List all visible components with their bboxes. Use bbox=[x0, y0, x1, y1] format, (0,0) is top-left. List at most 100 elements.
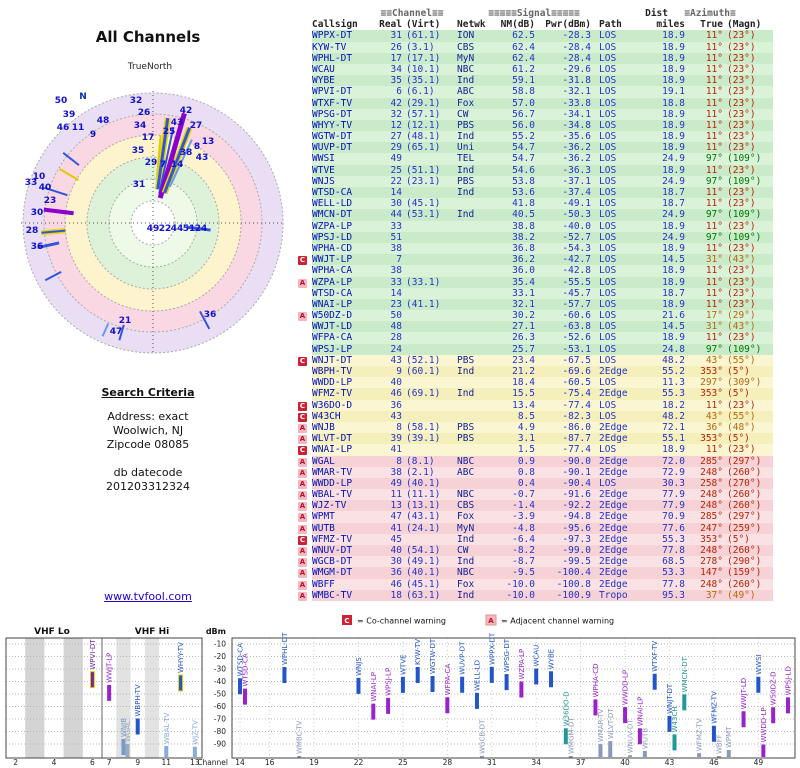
callsign-cell[interactable]: WMGM-DT bbox=[312, 567, 353, 579]
callsign-cell[interactable]: WLVT-DT bbox=[312, 433, 353, 445]
callsign-cell[interactable]: WPSG-DT bbox=[312, 108, 353, 120]
callsign-cell[interactable]: WNAI-LP bbox=[312, 444, 353, 456]
distance-cell: 18.9 bbox=[662, 164, 685, 176]
callsign-cell[interactable]: WMBC-TV bbox=[312, 589, 353, 601]
path-cell: LOS bbox=[599, 332, 617, 344]
warning-cell: A bbox=[296, 433, 312, 445]
callsign-cell[interactable]: WNJS bbox=[312, 175, 335, 187]
callsign-cell[interactable]: W43CH bbox=[312, 410, 341, 422]
table-row: WGTW-DT 27 (48.1) Ind 55.2 -35.6 LOS 18.9 11° (23… bbox=[296, 131, 773, 143]
callsign-cell[interactable]: WGTW-DT bbox=[312, 131, 353, 143]
spectrum-bar-label: W36DO-D bbox=[562, 691, 570, 726]
callsign-cell[interactable]: WTXF-TV bbox=[312, 97, 353, 109]
real-channel-cell: 14 bbox=[390, 187, 402, 198]
distance-cell: 18.9 bbox=[662, 276, 685, 288]
virtual-channel-cell bbox=[402, 321, 452, 332]
callsign-cell[interactable]: WGCB-DT bbox=[312, 556, 353, 568]
path-cell: LOS bbox=[599, 198, 617, 210]
virtual-channel-cell: (17.1) bbox=[406, 52, 441, 64]
callsign-cell[interactable]: WJZ-TV bbox=[312, 500, 347, 512]
spectrum-bar-label: WCAU bbox=[533, 645, 541, 667]
callsign-cell[interactable]: WWJT-LD bbox=[312, 321, 353, 333]
callsign-cell[interactable]: WNUV-DT bbox=[312, 545, 353, 556]
power-dbm-cell: -28.4 bbox=[562, 52, 591, 64]
spectrum-bar-label: WGCB-DT bbox=[478, 719, 486, 754]
network-cell: ABC bbox=[457, 466, 475, 478]
network-cell: Ind bbox=[457, 209, 475, 221]
callsign-cell[interactable]: WPHA-CD bbox=[312, 242, 353, 254]
virtual-channel-cell: (53.1) bbox=[406, 209, 441, 221]
spectrum-bar-label: WNAI-LP bbox=[636, 697, 644, 727]
virtual-channel-cell bbox=[402, 265, 452, 276]
callsign-cell[interactable]: WNAI-LP bbox=[312, 298, 353, 310]
network-cell bbox=[452, 232, 495, 243]
callsign-cell[interactable]: WZPA-LP bbox=[312, 220, 353, 232]
callsign-cell[interactable]: WFMZ-TV bbox=[312, 533, 353, 545]
callsign-cell[interactable]: WPHA-CA bbox=[312, 265, 353, 277]
callsign-cell[interactable]: WGAL bbox=[312, 455, 335, 467]
callsign-cell[interactable]: W36DO-D bbox=[312, 399, 353, 411]
path-cell: LOS bbox=[599, 41, 617, 53]
nm-db-cell: 54.7 bbox=[512, 142, 535, 154]
spectrum-bar-label: WZPA-LP bbox=[518, 649, 526, 680]
spectrum-bar bbox=[697, 753, 702, 757]
callsign-cell[interactable]: WNJB bbox=[312, 421, 335, 433]
spectrum-bar-label: W50DZ-D bbox=[770, 671, 778, 705]
power-dbm-cell: -32.1 bbox=[562, 86, 591, 98]
callsign-cell[interactable]: WWDD-LP bbox=[312, 477, 353, 489]
azimuth-magnetic-cell: (23°) bbox=[727, 444, 756, 456]
distance-cell: 55.3 bbox=[662, 533, 685, 545]
callsign-cell[interactable]: WPHL-DT bbox=[312, 52, 353, 64]
real-channel-cell: 50 bbox=[390, 310, 402, 322]
callsign-cell[interactable]: WFPA-CA bbox=[312, 332, 353, 344]
callsign-cell[interactable]: WWSI bbox=[312, 153, 335, 165]
callsign-cell[interactable]: WPVI-DT bbox=[312, 86, 353, 98]
channel-tick-label: 19 bbox=[309, 758, 319, 767]
callsign-cell[interactable]: WELL-LD bbox=[312, 198, 353, 210]
callsign-cell[interactable]: WUTB bbox=[312, 522, 335, 534]
warning-cell: C bbox=[296, 411, 312, 422]
virtual-channel-cell bbox=[402, 232, 452, 243]
callsign-cell[interactable]: WTVE bbox=[312, 164, 335, 176]
polar-channel-label: 23 bbox=[44, 196, 57, 206]
real-channel-cell: 13 bbox=[390, 500, 402, 512]
callsign-cell[interactable]: WTSD-CA bbox=[312, 287, 353, 299]
tvfool-link[interactable]: www.tvfool.com bbox=[104, 590, 192, 603]
callsign-cell[interactable]: WBAL-TV bbox=[312, 489, 353, 501]
callsign-cell[interactable]: WWDD-LP bbox=[312, 377, 353, 389]
callsign-cell[interactable]: WTSD-CA bbox=[312, 187, 353, 198]
callsign-cell[interactable]: WHYY-TV bbox=[312, 119, 353, 131]
callsign-cell[interactable]: WWJT-LP bbox=[312, 254, 353, 266]
nm-db-cell: 32.1 bbox=[512, 298, 535, 310]
callsign-cell[interactable]: WPPX-DT bbox=[312, 30, 353, 42]
callsign-cell[interactable]: WYBE bbox=[312, 75, 335, 87]
callsign-cell[interactable]: WCAU bbox=[312, 63, 335, 75]
callsign-cell[interactable]: WBFF bbox=[312, 578, 335, 590]
callsign-cell[interactable]: WMAR-TV bbox=[312, 466, 353, 478]
table-body: WPPX-DT 31 (61.1) ION 62.5 -28.3 LOS 18.9 11° (23… bbox=[296, 30, 773, 601]
callsign-cell[interactable]: WUVP-DT bbox=[312, 142, 353, 154]
azimuth-true-cell: 31° bbox=[705, 254, 723, 266]
callsign-cell[interactable]: WBPH-TV bbox=[312, 366, 353, 377]
callsign-cell[interactable]: WZPA-LP bbox=[312, 276, 353, 288]
real-channel-cell: 17 bbox=[390, 52, 402, 64]
callsign-cell[interactable]: WPSJ-LP bbox=[312, 343, 353, 355]
table-row: WTSD-CA 14 33.1 -45.7 LOS 18.7 11° (23°) bbox=[296, 287, 773, 299]
spectrum-bar bbox=[711, 725, 716, 742]
callsign-cell[interactable]: W50DZ-D bbox=[312, 310, 353, 322]
azimuth-true-cell: 17° bbox=[705, 310, 723, 322]
azimuth-true-cell: 248° bbox=[700, 489, 723, 501]
virtual-channel-cell: (52.1) bbox=[406, 354, 441, 366]
table-row: C W36DO-D 36 13.4 -77.4 LOS 18.2 11° (23°) bbox=[296, 399, 773, 411]
spectrum-bar-label: WWJT-LP bbox=[106, 653, 114, 683]
real-channel-cell: 32 bbox=[390, 108, 402, 120]
network-cell: PBS bbox=[457, 119, 475, 131]
callsign-cell[interactable]: WMCN-DT bbox=[312, 209, 353, 221]
callsign-cell[interactable]: KYW-TV bbox=[312, 41, 347, 53]
azimuth-true-cell: 11° bbox=[705, 97, 723, 109]
callsign-cell[interactable]: WPSJ-LD bbox=[312, 231, 353, 243]
callsign-cell[interactable]: WFMZ-TV bbox=[312, 388, 353, 400]
nm-db-cell: 15.5 bbox=[512, 388, 535, 400]
callsign-cell[interactable]: WPMT bbox=[312, 511, 335, 523]
callsign-cell[interactable]: WNJT-DT bbox=[312, 354, 353, 366]
